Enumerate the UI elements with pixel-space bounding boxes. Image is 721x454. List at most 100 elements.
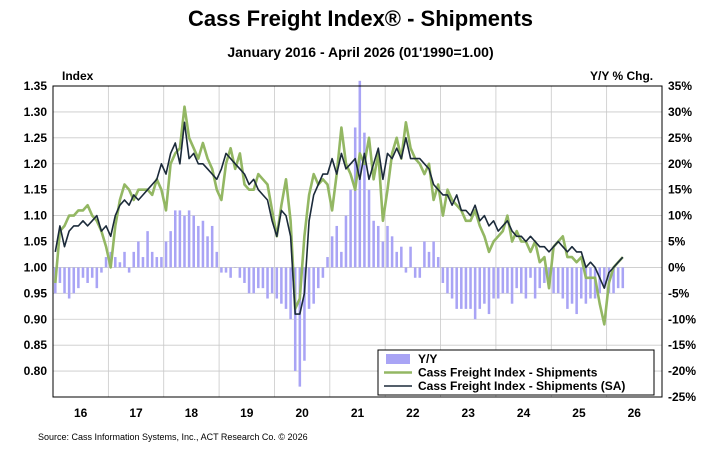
yy-bar: [141, 257, 145, 268]
yy-bar: [224, 267, 228, 273]
yy-bar: [100, 267, 103, 273]
yy-bar: [496, 267, 500, 299]
right-tick-label: -10%: [668, 312, 696, 326]
left-tick-label: 1.15: [24, 183, 48, 197]
yy-bar: [529, 267, 532, 278]
yy-bar: [478, 267, 482, 309]
yy-bar: [552, 267, 555, 294]
x-tick-label: 26: [628, 406, 642, 420]
yy-bar: [436, 257, 440, 268]
yy-bar: [598, 267, 601, 294]
yy-bar: [330, 236, 334, 268]
yy-bar: [312, 267, 315, 304]
right-tick-label: 20%: [668, 157, 692, 171]
left-tick-label: 1.25: [24, 131, 48, 145]
yy-bar: [104, 257, 108, 268]
axis-layer: 1.35 1.30 1.25 1.20 1.15 1.10 1.05 1.00 0.95 0.90…: [24, 79, 697, 420]
yy-bar: [358, 80, 362, 268]
yy-bar: [266, 267, 269, 299]
yy-bar: [400, 246, 403, 268]
yy-bar: [487, 267, 491, 315]
yy-bar: [210, 225, 214, 268]
x-tick-label: 23: [462, 406, 476, 420]
yy-bar: [367, 189, 371, 268]
yy-bar: [404, 267, 408, 273]
line-layer: [54, 105, 624, 326]
yy-bar: [187, 210, 191, 268]
yy-bar: [556, 267, 560, 294]
right-tick-label: -25%: [668, 390, 696, 404]
yy-bar: [201, 220, 205, 268]
yy-bar: [197, 225, 200, 268]
yy-bar: [67, 267, 71, 299]
right-tick-label: 25%: [668, 131, 692, 145]
yy-bar: [118, 262, 122, 268]
yy-bar: [95, 267, 99, 289]
right-tick-label: 15%: [668, 183, 692, 197]
right-tick-label: 35%: [668, 79, 692, 93]
yy-bar: [575, 267, 578, 315]
yy-bar: [621, 267, 625, 289]
right-tick-label: 0%: [668, 260, 686, 274]
right-tick-label: -15%: [668, 338, 696, 352]
yy-bar: [566, 267, 569, 309]
left-tick-label: 1.05: [24, 235, 48, 249]
yy-bar: [589, 267, 592, 299]
yy-bar: [317, 267, 320, 289]
yy-bar: [298, 267, 302, 387]
yy-bar: [77, 267, 80, 289]
yy-bar: [303, 267, 306, 361]
yy-bar: [390, 236, 394, 268]
yy-bar: [612, 267, 615, 294]
yy-bar: [344, 215, 348, 268]
yy-bar: [473, 267, 477, 320]
right-tick-label: -20%: [668, 364, 696, 378]
yy-bar: [164, 241, 168, 268]
yy-bar: [321, 267, 325, 278]
yy-bar: [469, 267, 472, 309]
yy-bar: [58, 267, 62, 283]
yy-bar: [455, 267, 458, 309]
yy-bar: [538, 267, 542, 289]
left-tick-label: 1.00: [24, 260, 48, 274]
yy-bar: [616, 267, 620, 289]
yy-bar: [150, 251, 154, 268]
x-tick-label: 18: [185, 406, 199, 420]
x-tick-label: 22: [406, 406, 420, 420]
right-axis-title: Y/Y % Chg.: [590, 69, 654, 83]
yy-bar: [178, 210, 182, 268]
yy-bar: [483, 267, 486, 304]
x-tick-label: 24: [517, 406, 531, 420]
x-tick-label: 20: [295, 406, 309, 420]
yy-bar: [123, 251, 126, 268]
yy-bar: [450, 267, 454, 299]
yy-bar: [506, 267, 509, 294]
yy-bar: [409, 246, 412, 268]
right-tick-label: -5%: [668, 286, 690, 300]
yy-bar: [192, 215, 195, 268]
x-tick-label: 19: [240, 406, 254, 420]
yy-bar: [72, 267, 76, 294]
legend-item-shipments-label: Cass Freight Index - Shipments: [418, 366, 598, 380]
chart-title: Cass Freight Index® - Shipments: [187, 6, 534, 31]
yy-bar: [427, 251, 431, 268]
yy-bar: [280, 267, 283, 304]
legend-item-shipments-sa-label: Cass Freight Index - Shipments (SA): [418, 379, 625, 393]
shipments-sa-line: [54, 121, 624, 315]
yy-bar: [376, 225, 380, 268]
yy-bar: [307, 267, 311, 309]
legend-item-yy-swatch: [386, 354, 410, 364]
yy-bar: [353, 127, 357, 268]
left-tick-label: 0.95: [24, 286, 48, 300]
yy-bar: [169, 231, 172, 268]
yy-bar: [547, 267, 551, 283]
x-tick-label: 21: [351, 406, 365, 420]
yy-bar: [90, 267, 94, 278]
yy-bar: [127, 267, 131, 273]
yy-bar: [132, 251, 136, 268]
yy-bar: [284, 267, 288, 309]
yy-bar: [233, 267, 237, 268]
left-axis-title: Index: [62, 69, 94, 83]
